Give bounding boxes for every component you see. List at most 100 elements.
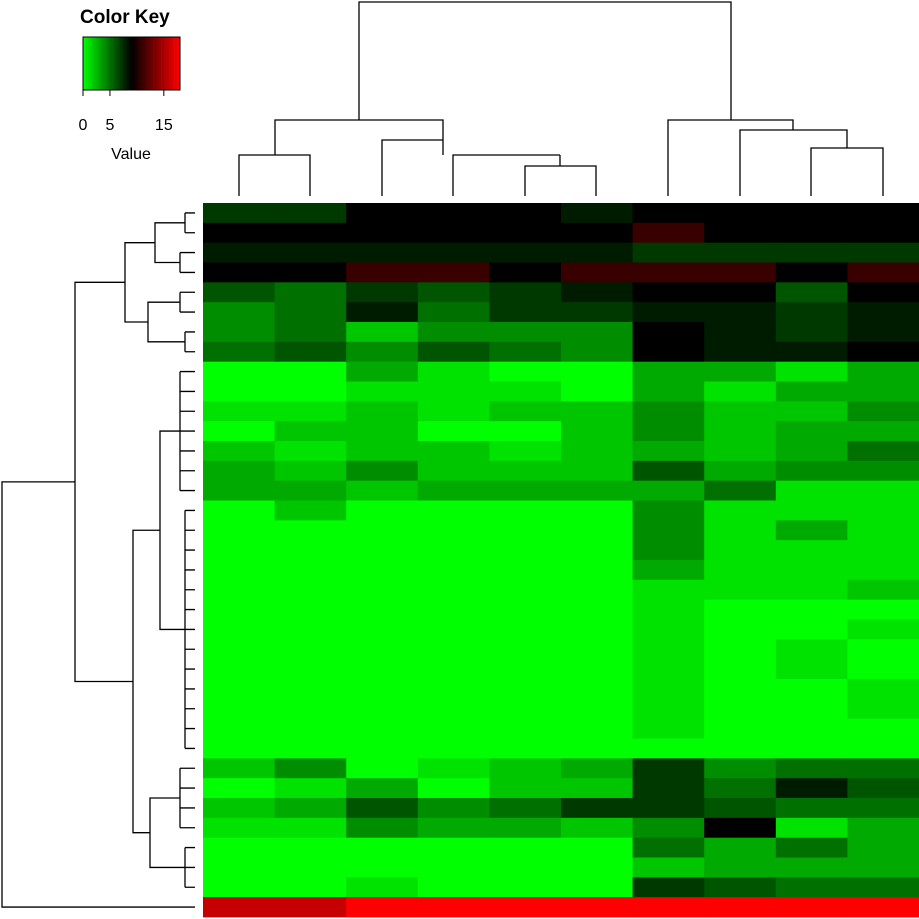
heatmap-cell bbox=[704, 540, 777, 561]
heatmap-cell bbox=[346, 203, 419, 224]
key-swatch bbox=[166, 37, 170, 90]
heatmap-cell bbox=[704, 718, 777, 739]
key-swatch bbox=[155, 37, 159, 90]
heatmap-cell bbox=[704, 381, 777, 402]
heatmap-cell bbox=[847, 242, 919, 263]
heatmap-cell bbox=[847, 599, 919, 620]
heatmap-cell bbox=[775, 341, 848, 363]
heatmap-cell bbox=[632, 500, 705, 521]
heatmap-cell bbox=[847, 282, 919, 303]
heatmap-cell bbox=[274, 421, 347, 442]
heatmap-cell bbox=[417, 738, 490, 759]
key-swatch bbox=[139, 37, 143, 90]
heatmap-cell bbox=[417, 401, 490, 422]
heatmap-cell bbox=[274, 817, 347, 839]
heatmap-cell bbox=[632, 341, 705, 363]
key-swatch bbox=[161, 37, 165, 90]
heatmap-cell bbox=[775, 857, 848, 878]
heatmap-cell bbox=[632, 421, 705, 442]
heatmap-cell bbox=[346, 262, 419, 283]
heatmap-cell bbox=[274, 718, 347, 739]
heatmap-cell bbox=[775, 758, 848, 779]
heatmap-cell bbox=[346, 381, 419, 402]
heatmap-cell bbox=[847, 560, 919, 581]
heatmap-cell bbox=[417, 679, 490, 700]
heatmap-cell bbox=[417, 341, 490, 363]
heatmap-cell bbox=[489, 837, 562, 858]
heatmap-cell bbox=[561, 679, 633, 700]
heatmap-cell bbox=[346, 302, 419, 323]
heatmap-cell bbox=[274, 679, 347, 700]
heatmap-cell bbox=[561, 897, 633, 918]
heatmap-cell bbox=[632, 897, 705, 918]
heatmap-cell bbox=[203, 857, 275, 878]
heatmap-cell bbox=[417, 817, 490, 839]
heatmap-cell bbox=[561, 837, 633, 858]
heatmap-cell bbox=[346, 460, 419, 482]
heatmap-cell bbox=[775, 698, 848, 720]
heatmap-cell bbox=[417, 599, 490, 620]
heatmap-cell bbox=[346, 599, 419, 620]
heatmap-cell bbox=[274, 897, 347, 918]
key-swatch bbox=[136, 37, 140, 90]
heatmap-cell bbox=[417, 222, 490, 244]
heatmap-cell bbox=[561, 857, 633, 878]
heatmap-cell bbox=[775, 242, 848, 263]
heatmap-cell bbox=[417, 262, 490, 283]
heatmap-cell bbox=[274, 738, 347, 759]
heatmap-cell bbox=[417, 579, 490, 601]
heatmap-cell bbox=[346, 579, 419, 601]
heatmap-cell bbox=[417, 897, 490, 918]
heatmap-cell bbox=[775, 798, 848, 819]
heatmap-cell bbox=[489, 361, 562, 382]
key-swatch bbox=[171, 37, 175, 90]
heatmap-cell bbox=[704, 421, 777, 442]
heatmap-cell bbox=[346, 520, 419, 541]
heatmap-cell bbox=[274, 659, 347, 680]
heatmap-cell bbox=[561, 877, 633, 898]
heatmap-cell bbox=[417, 441, 490, 462]
heatmap-cell bbox=[632, 579, 705, 601]
heatmap-cell bbox=[346, 401, 419, 422]
heatmap-cell bbox=[561, 441, 633, 462]
heatmap-cell bbox=[203, 758, 275, 779]
heatmap-cell bbox=[346, 322, 419, 343]
heatmap-cell bbox=[632, 560, 705, 581]
heatmap-cell bbox=[346, 500, 419, 521]
heatmap-cell bbox=[632, 639, 705, 660]
heatmap-cell bbox=[704, 798, 777, 819]
heatmap-cell bbox=[704, 778, 777, 799]
heatmap-cell bbox=[489, 698, 562, 720]
heatmap-cell bbox=[775, 500, 848, 521]
heatmap-cell bbox=[489, 679, 562, 700]
heatmap-cell bbox=[489, 480, 562, 501]
heatmap-cell bbox=[847, 798, 919, 819]
heatmap-cell bbox=[775, 361, 848, 382]
heatmap-cell bbox=[632, 659, 705, 680]
heatmap-cell bbox=[274, 520, 347, 541]
key-swatch bbox=[134, 37, 138, 90]
heatmap-cell bbox=[346, 659, 419, 680]
heatmap-cell bbox=[704, 897, 777, 918]
heatmap-cell bbox=[203, 738, 275, 759]
heatmap-cell bbox=[417, 242, 490, 263]
heatmap-cell bbox=[489, 222, 562, 244]
heatmap-cell bbox=[203, 520, 275, 541]
heatmap-cell bbox=[274, 619, 347, 640]
heatmap-cell bbox=[561, 421, 633, 442]
heatmap-cell bbox=[632, 480, 705, 501]
heatmap-cell bbox=[775, 817, 848, 839]
heatmap-cell bbox=[417, 520, 490, 541]
heatmap-cell bbox=[561, 738, 633, 759]
heatmap-cell bbox=[203, 480, 275, 501]
heatmap-cell bbox=[561, 698, 633, 720]
key-swatch bbox=[158, 37, 162, 90]
heatmap-cell bbox=[417, 798, 490, 819]
key-swatch bbox=[96, 37, 100, 90]
heatmap-cell bbox=[775, 520, 848, 541]
heatmap-cell bbox=[561, 480, 633, 501]
key-swatch bbox=[128, 37, 132, 90]
heatmap-cell bbox=[704, 460, 777, 482]
heatmap-cell bbox=[417, 659, 490, 680]
heatmap-cell bbox=[561, 560, 633, 581]
